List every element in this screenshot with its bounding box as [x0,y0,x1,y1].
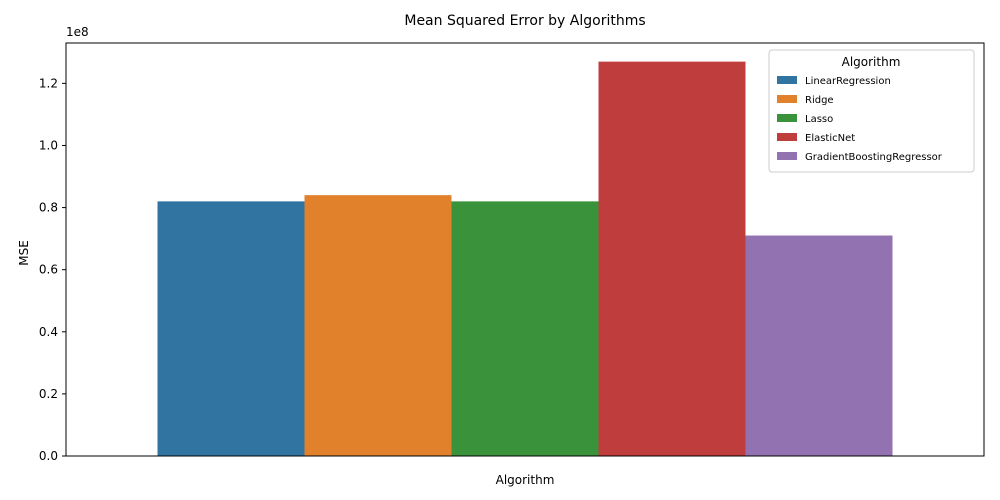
bar-elastic-net [598,61,746,456]
y-tick-label: 0.8 [39,201,58,215]
legend-swatch [777,152,797,160]
bar-linear-regression [157,201,305,456]
bar-ridge [304,195,452,456]
legend: Algorithm LinearRegression Ridge Lasso Elas… [768,49,975,173]
legend-label: Ridge [805,95,834,106]
legend-swatch [777,95,797,103]
legend-swatch [777,76,797,84]
legend-title: Algorithm [842,55,901,69]
legend-label: LinearRegression [805,76,891,87]
y-tick-label: 1.0 [39,138,58,152]
bar-lasso [451,201,599,456]
y-axis-label: MSE [17,240,31,266]
legend-label: GradientBoostingRegressor [805,152,943,163]
legend-label: Lasso [805,114,833,125]
y-ticks-group: 0.0 0.2 0.4 0.6 0.8 1.0 1.2 [39,76,66,463]
y-offset-label: 1e8 [66,25,89,39]
bar-gradient-boosting-regressor [745,235,893,456]
y-tick-label: 0.4 [39,325,58,339]
y-tick-label: 1.2 [39,76,58,90]
legend-swatch [777,114,797,122]
legend-label: ElasticNet [805,133,855,144]
plot-frame [65,42,985,457]
x-axis-label: Algorithm [496,473,555,487]
chart-title: Mean Squared Error by Algorithms [404,13,645,29]
y-tick-label: 0.0 [39,449,58,463]
legend-box [768,49,975,173]
legend-swatch [777,133,797,141]
y-tick-label: 0.2 [39,387,58,401]
y-tick-label: 0.6 [39,263,58,277]
bars-group [157,61,893,456]
